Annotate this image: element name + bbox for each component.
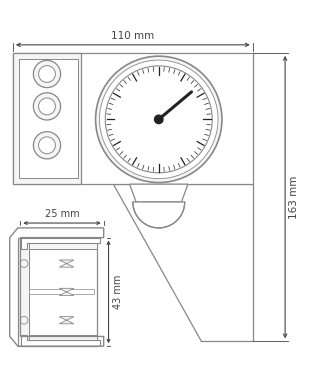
Circle shape: [33, 93, 61, 120]
Polygon shape: [18, 238, 97, 249]
Polygon shape: [133, 202, 185, 228]
Circle shape: [99, 60, 218, 179]
Text: 110 mm: 110 mm: [111, 31, 155, 41]
Circle shape: [105, 66, 212, 173]
Polygon shape: [59, 317, 74, 324]
Polygon shape: [21, 238, 100, 249]
Circle shape: [155, 115, 163, 124]
Polygon shape: [19, 59, 78, 178]
Polygon shape: [18, 238, 29, 346]
Polygon shape: [21, 335, 100, 346]
Text: 25 mm: 25 mm: [45, 209, 79, 219]
Polygon shape: [130, 184, 188, 202]
Circle shape: [33, 132, 61, 159]
Polygon shape: [59, 260, 74, 267]
Circle shape: [20, 260, 28, 267]
Text: 43 mm: 43 mm: [113, 275, 123, 309]
Polygon shape: [113, 184, 253, 341]
Polygon shape: [13, 53, 253, 184]
Circle shape: [33, 60, 61, 88]
Polygon shape: [13, 53, 81, 184]
Polygon shape: [59, 288, 74, 296]
Circle shape: [39, 66, 55, 83]
Polygon shape: [18, 238, 97, 346]
Circle shape: [39, 98, 55, 115]
Circle shape: [96, 56, 222, 183]
Circle shape: [20, 316, 28, 324]
Polygon shape: [18, 335, 97, 346]
Text: 163 mm: 163 mm: [289, 176, 299, 219]
Polygon shape: [29, 289, 94, 294]
Circle shape: [39, 137, 55, 154]
